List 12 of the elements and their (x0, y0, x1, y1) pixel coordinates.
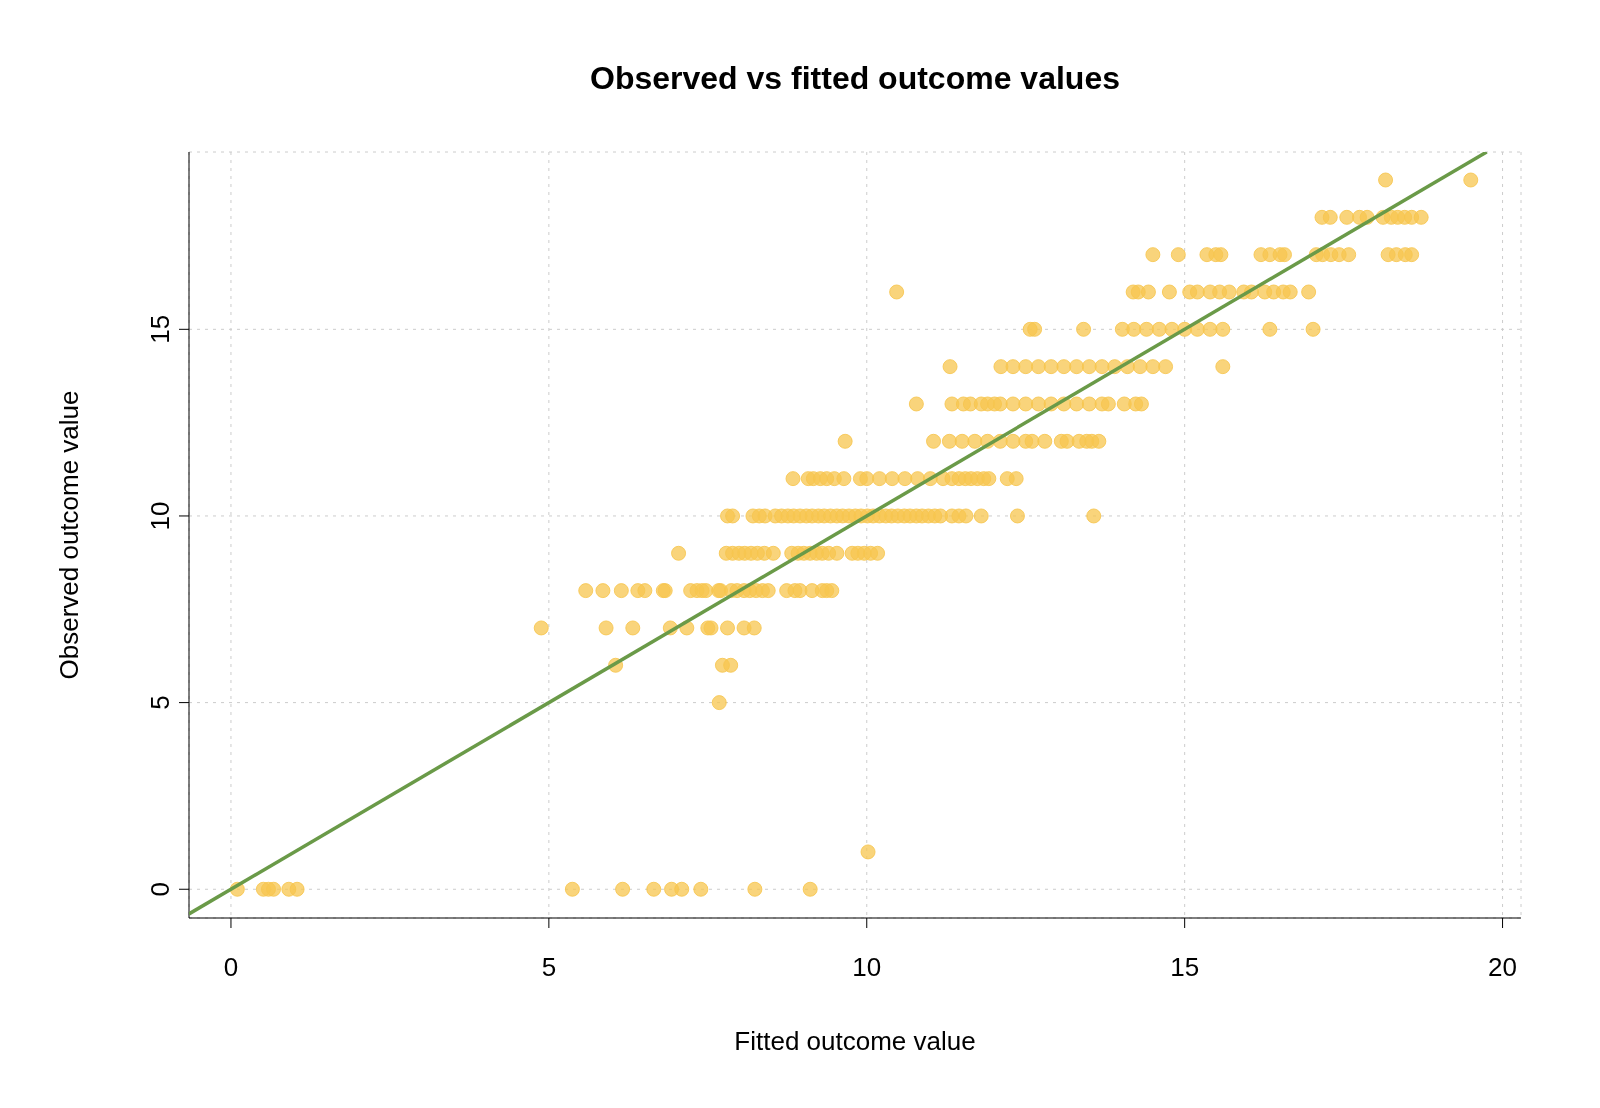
y-tick-label: 5 (145, 695, 175, 710)
y-tick-label: 15 (145, 314, 175, 344)
x-axis-title: Fitted outcome value (734, 1026, 976, 1056)
y-axis-title: Observed outcome value (54, 390, 85, 680)
y-tick-label: 0 (145, 882, 175, 897)
x-tick-label: 15 (1170, 952, 1200, 983)
x-tick-label: 10 (852, 952, 882, 983)
x-tick-label: 20 (1488, 952, 1518, 983)
x-tick-label: 5 (541, 952, 557, 983)
x-tick-label: 0 (223, 952, 239, 983)
y-tick-label: 10 (145, 501, 175, 531)
chart-title: Observed vs fitted outcome values (589, 60, 1121, 97)
